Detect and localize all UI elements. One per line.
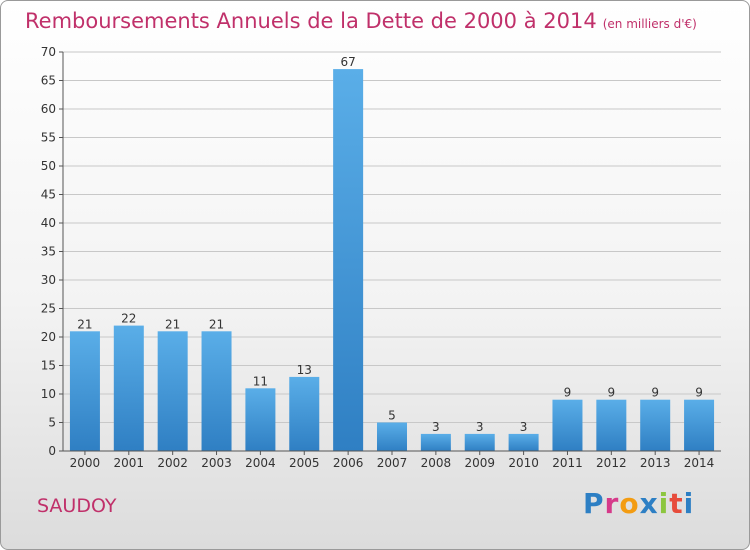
commune-name: SAUDOY [37,495,117,517]
chart-title-text: Remboursements Annuels de la Dette de 20… [25,9,597,33]
y-tick-label: 25 [41,302,56,316]
data-label-2009: 3 [476,420,484,434]
x-tick-label-2008: 2008 [421,456,452,470]
x-tick-label-2007: 2007 [377,456,408,470]
data-label-2001: 22 [121,312,136,326]
x-tick-label-2014: 2014 [684,456,715,470]
bar-2000[interactable] [69,331,100,451]
data-label-2007: 5 [388,409,396,423]
bar-2012[interactable] [596,399,627,451]
bars: 21 22 21 21 11 13 67 5 3 3 3 9 9 9 9 [69,55,715,452]
y-tick-label: 40 [41,216,56,230]
bar-2004[interactable] [245,388,276,451]
data-label-2006: 67 [340,55,355,69]
y-tick-label: 15 [41,359,56,373]
data-label-2014: 9 [695,386,703,400]
data-label-2013: 9 [651,386,659,400]
data-label-2000: 21 [77,317,92,331]
x-tick-label-2006: 2006 [333,456,364,470]
data-label-2010: 3 [520,420,528,434]
bar-2011[interactable] [552,399,583,451]
bar-2014[interactable] [684,399,715,451]
bar-2009[interactable] [464,433,495,451]
y-tick-label: 55 [41,131,56,145]
data-label-2003: 21 [209,317,224,331]
bar-2001[interactable] [113,325,144,451]
logo-letter: i [683,487,695,520]
y-tick-label: 60 [41,102,56,116]
proxiti-logo[interactable]: Proxiti [583,487,694,520]
x-axis: 2000 2001 2002 2003 2004 2005 2006 2007 2008 2009… [63,450,721,470]
y-tick-label: 30 [41,273,56,287]
x-tick-label-2005: 2005 [289,456,320,470]
bar-2006[interactable] [333,69,364,451]
bar-2003[interactable] [201,331,232,451]
logo-letter: x [639,487,659,520]
data-label-2002: 21 [165,317,180,331]
x-tick-label-2010: 2010 [508,456,539,470]
y-tick-label: 50 [41,159,56,173]
y-tick-label: 35 [41,245,56,259]
bar-2008[interactable] [420,433,451,451]
data-label-2012: 9 [608,386,616,400]
y-tick-label: 5 [48,416,56,430]
y-tick-label: 65 [41,74,56,88]
y-tick-label: 70 [41,45,56,59]
logo-letter: o [619,487,640,520]
x-tick-label-2013: 2013 [640,456,671,470]
y-axis: 0 5 10 15 20 25 30 35 40 45 50 55 60 65 70 [41,45,64,458]
bar-2007[interactable] [377,422,407,452]
x-tick-label-2009: 2009 [464,456,495,470]
y-tick-label: 45 [41,188,56,202]
x-tick-label-2004: 2004 [245,456,276,470]
y-tick-label: 20 [41,330,56,344]
y-tick-label: 0 [48,444,56,458]
bar-2005[interactable] [289,376,320,451]
x-tick-label-2011: 2011 [552,456,583,470]
chart-title: Remboursements Annuels de la Dette de 20… [25,9,697,33]
logo-letter: r [604,487,620,520]
y-tick-label: 10 [41,387,56,401]
x-tick-label-2003: 2003 [201,456,232,470]
data-label-2005: 13 [297,363,312,377]
logo-letter: P [583,487,605,520]
data-label-2011: 9 [564,386,572,400]
x-tick-label-2000: 2000 [70,456,101,470]
bar-2010[interactable] [508,433,539,451]
x-tick-label-2012: 2012 [596,456,627,470]
data-label-2004: 11 [253,374,268,388]
logo-letter: i [658,487,670,520]
x-tick-label-2002: 2002 [157,456,188,470]
chart-subtitle: (en milliers d'€) [602,17,697,31]
logo-letter: t [669,487,684,520]
bar-2013[interactable] [640,399,671,451]
data-label-2008: 3 [432,420,440,434]
bar-2002[interactable] [157,331,188,451]
x-tick-label-2001: 2001 [114,456,145,470]
